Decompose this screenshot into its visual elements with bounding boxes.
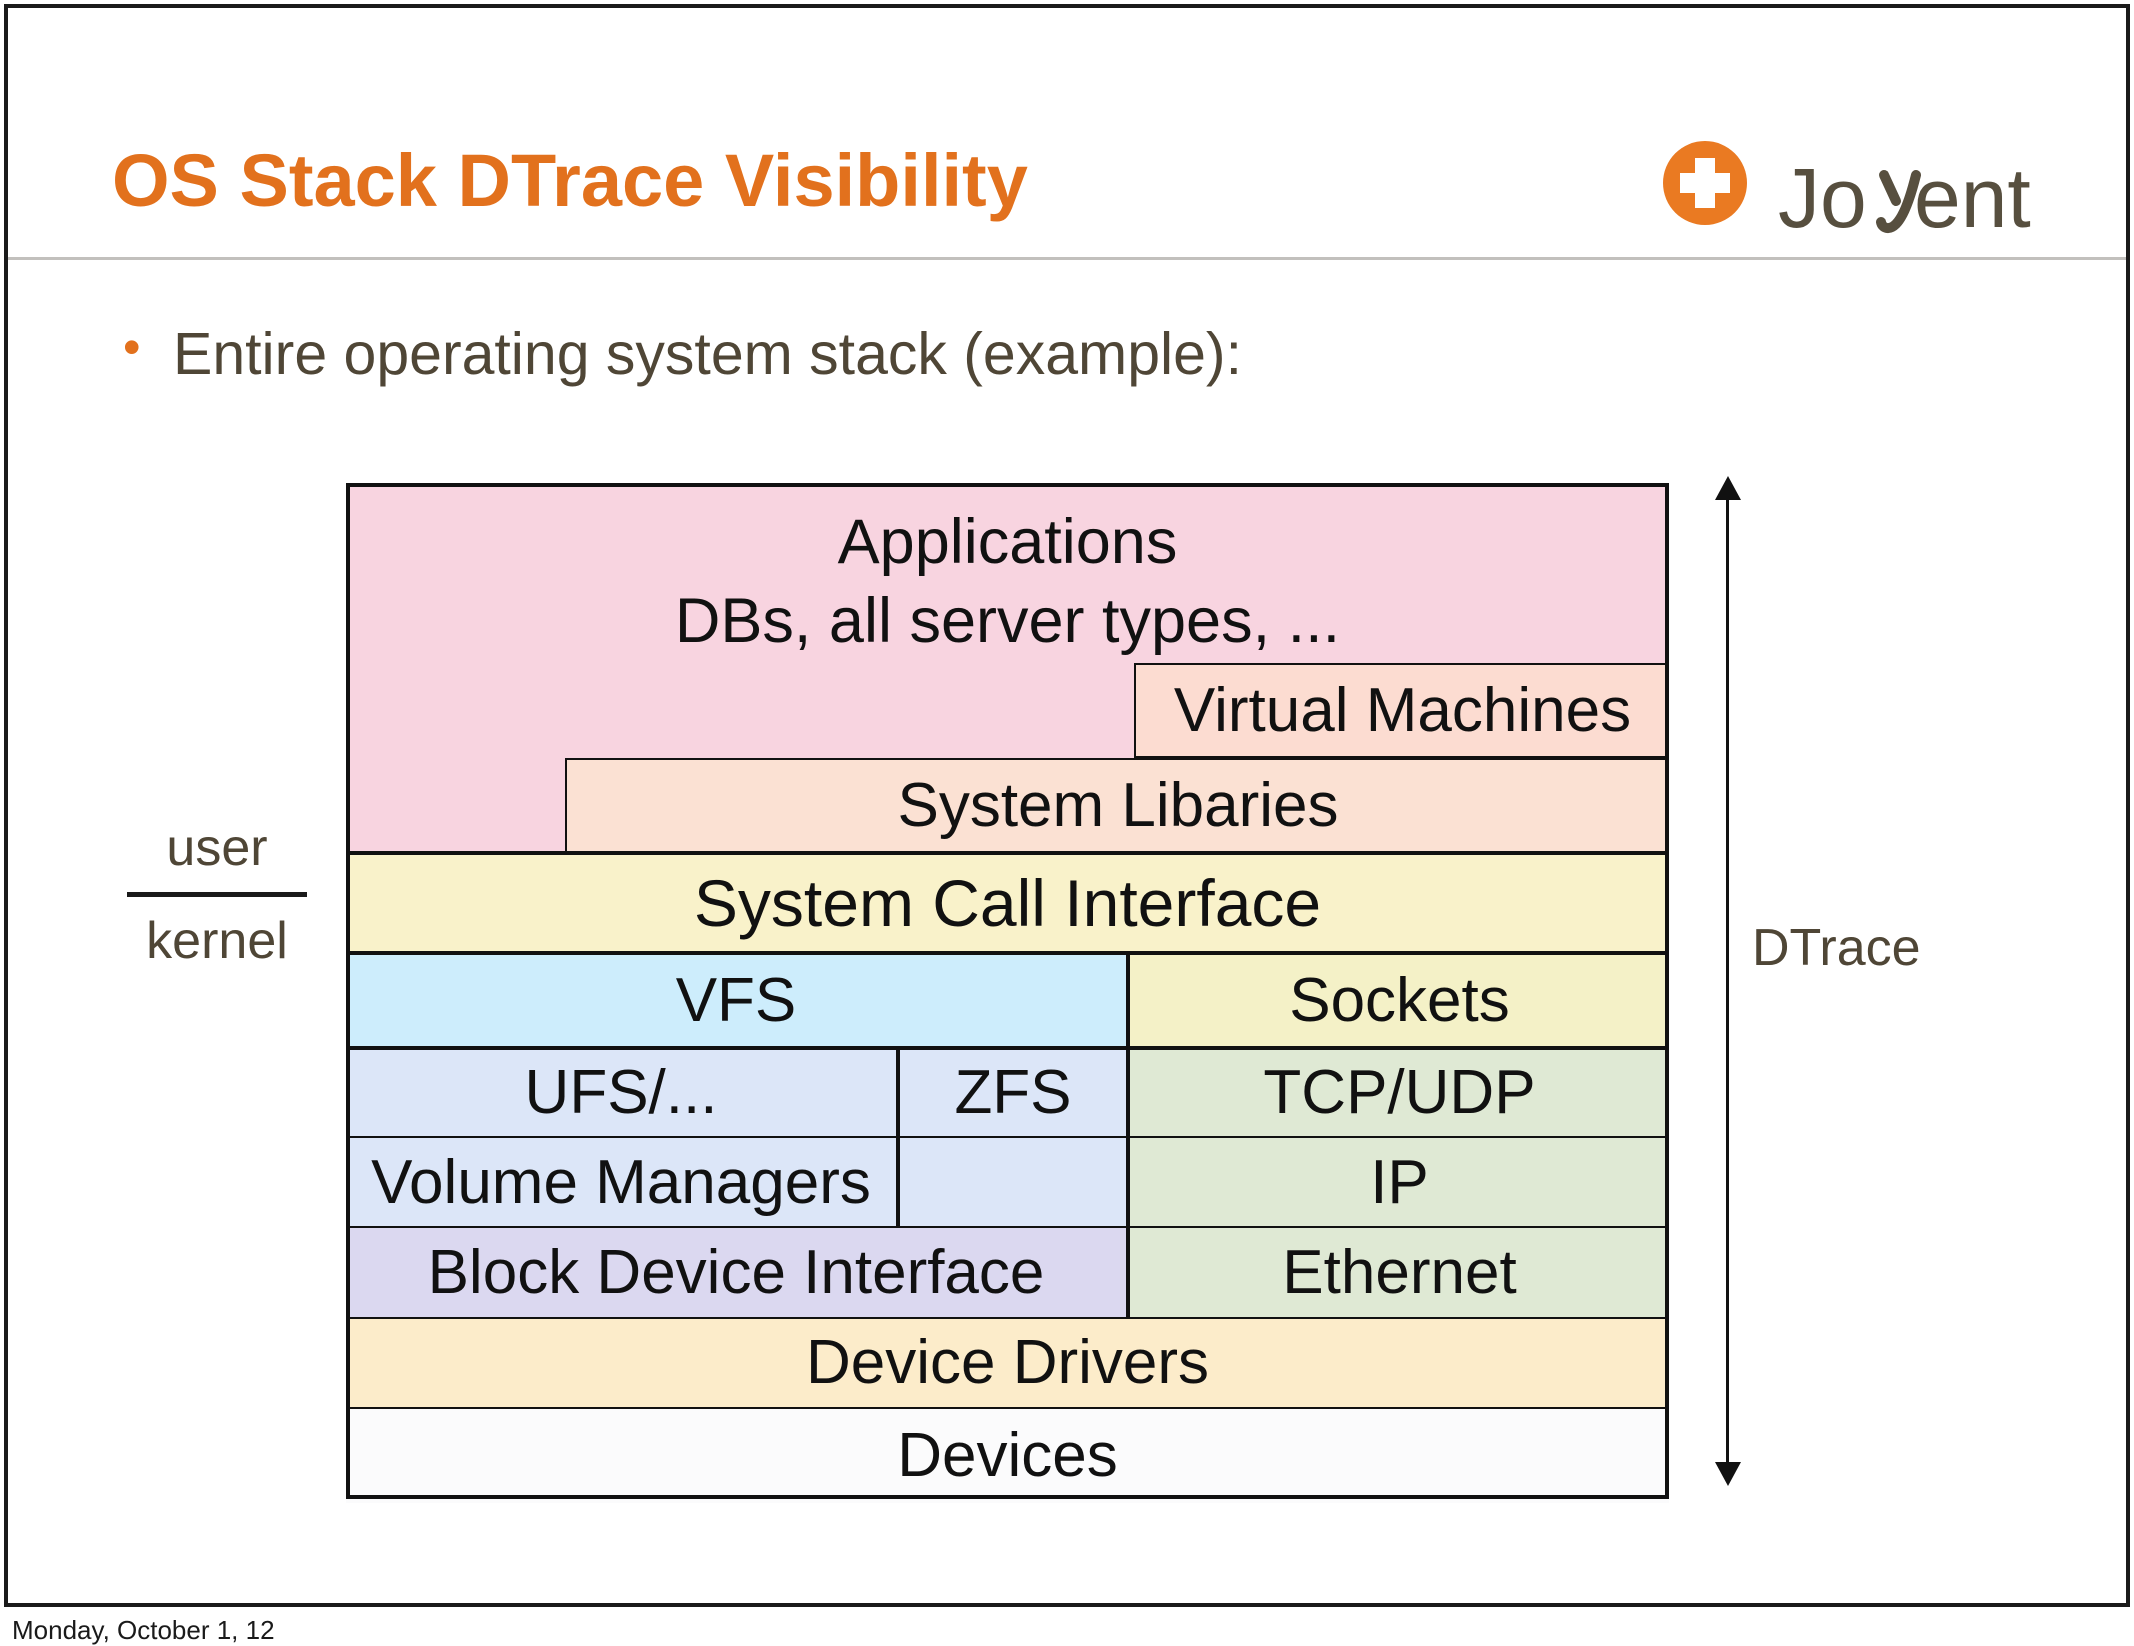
svg-text:Jo: Jo <box>1778 151 1867 245</box>
svg-text:ent: ent <box>1914 151 2031 245</box>
